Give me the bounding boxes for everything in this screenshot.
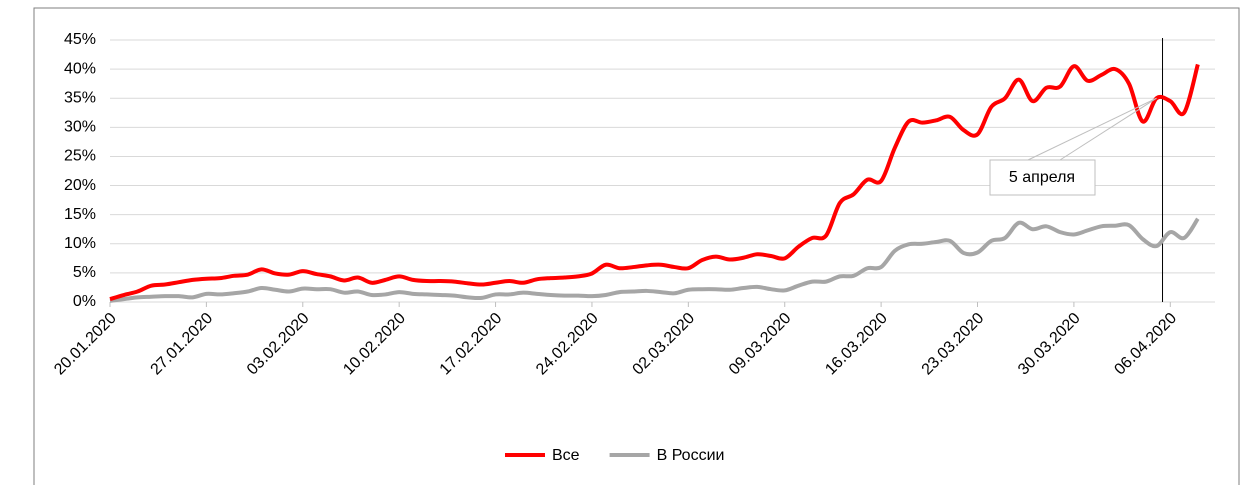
x-tick-label: 23.03.2020 xyxy=(919,310,988,379)
callout-line xyxy=(1027,97,1157,161)
x-tick-label: 17.02.2020 xyxy=(437,310,506,379)
x-tick-label: 10.02.2020 xyxy=(340,310,409,379)
y-tick-label: 35% xyxy=(64,89,96,106)
y-tick-label: 30% xyxy=(64,119,96,136)
legend-label: В России xyxy=(657,447,725,464)
y-tick-label: 15% xyxy=(64,206,96,223)
callout-box xyxy=(989,159,1096,196)
x-tick-label: 02.03.2020 xyxy=(630,310,699,379)
x-tick-label: 27.01.2020 xyxy=(148,310,217,379)
x-tick-label: 03.02.2020 xyxy=(244,310,313,379)
y-tick-label: 10% xyxy=(64,235,96,252)
y-tick-label: 20% xyxy=(64,177,96,194)
x-tick-label: 16.03.2020 xyxy=(822,310,891,379)
annotation: 5 апреля xyxy=(1009,169,1075,186)
legend-label: Все xyxy=(552,447,580,464)
x-tick-label: 09.03.2020 xyxy=(726,310,795,379)
y-tick-label: 45% xyxy=(64,31,96,48)
x-tick-label: 24.02.2020 xyxy=(533,310,602,379)
y-tick-label: 25% xyxy=(64,148,96,165)
callout-line xyxy=(1059,97,1157,161)
y-tick-label: 40% xyxy=(64,60,96,77)
x-tick-label: 06.04.2020 xyxy=(1111,310,1180,379)
x-tick-label: 20.01.2020 xyxy=(51,310,120,379)
series-line xyxy=(109,63,1200,302)
y-tick-label: 5% xyxy=(73,264,96,281)
chart-frame xyxy=(33,7,1240,485)
y-tick-label: 0% xyxy=(73,293,96,310)
x-tick-label: 30.03.2020 xyxy=(1015,310,1084,379)
series-line xyxy=(109,217,1200,303)
